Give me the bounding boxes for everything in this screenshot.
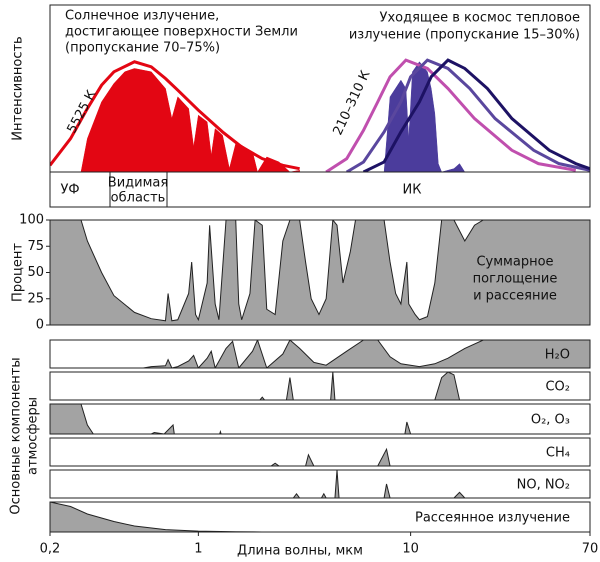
panel-frame (49, 437, 591, 467)
line (325, 58, 577, 172)
area (50, 502, 590, 532)
area (50, 447, 590, 466)
area (50, 340, 590, 368)
x-tick-label: 70 (582, 542, 599, 557)
panel-label: H₂O (545, 348, 570, 363)
y-tick-label: 75 (27, 239, 44, 254)
panel-frame (49, 339, 591, 369)
x-tick-label: 10 (402, 542, 419, 557)
line (362, 58, 590, 172)
line (50, 60, 300, 171)
y-tick-label: 25 (27, 291, 44, 306)
panel-label: CO₂ (545, 380, 570, 395)
x-axis-label: Длина волны, мкм (237, 544, 363, 559)
x-tick-label: 0,2 (40, 542, 61, 557)
y-tick-label: 50 (27, 265, 44, 280)
area (50, 404, 590, 434)
annotation: Солнечное излучение, (65, 9, 219, 24)
y-axis-label: Процент (11, 243, 26, 302)
panel-frame (49, 4, 591, 208)
area (50, 220, 590, 325)
annotation: излучение (пропускание 15–30%) (349, 28, 580, 43)
y-tick-label: 100 (19, 213, 44, 228)
panel-label: поглощение (473, 272, 558, 287)
curve-label: 210–310 К (331, 68, 374, 137)
band-label: УФ (60, 183, 79, 198)
y-axis-label: атмосферы (26, 397, 41, 475)
panel-frame (49, 501, 591, 533)
area (80, 68, 300, 172)
panel-label: CH₄ (546, 446, 570, 461)
annotation: достигающее поверхности Земли (65, 25, 298, 40)
annotation: (пропускание 70–75%) (65, 41, 220, 56)
panel-frame (49, 403, 591, 435)
panel-label: Рассеянное излучение (415, 511, 570, 526)
panel-frame (49, 371, 591, 401)
annotation: Уходящее в космос тепловое (380, 11, 580, 26)
panel-label: Суммарное (476, 255, 553, 270)
panel-frame (49, 469, 591, 499)
panel-label: NO, NO₂ (517, 478, 570, 493)
band-label: Видимая (108, 176, 168, 191)
band-label: ИК (403, 183, 422, 198)
y-axis-label: Интенсивность (11, 36, 26, 140)
y-tick-label: 0 (36, 318, 44, 333)
y-axis-label: Основные компоненты (9, 357, 24, 514)
panel-label: O₂, O₃ (531, 413, 570, 428)
band-label: область (111, 191, 166, 206)
line (345, 58, 590, 172)
area (50, 372, 590, 400)
area (50, 470, 590, 498)
panel-label: и рассеяние (473, 289, 557, 304)
area (383, 61, 466, 172)
x-tick-label: 1 (194, 542, 202, 557)
